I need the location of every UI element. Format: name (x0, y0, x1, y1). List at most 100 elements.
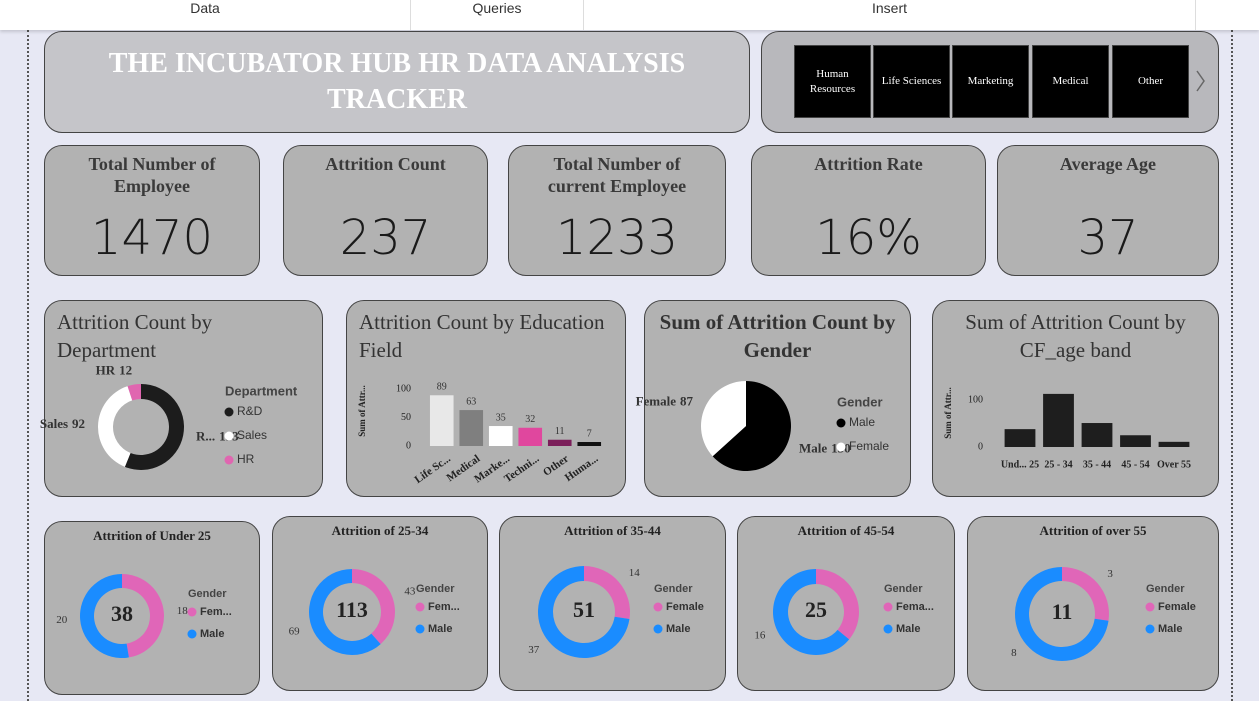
y-tick-label: 100 (396, 383, 411, 394)
data-label-name: R... (196, 429, 215, 444)
legend-label: Male (666, 623, 690, 635)
legend-marker (1145, 624, 1155, 634)
chart-title: Attrition of 25-34 (331, 523, 429, 538)
bar (1043, 393, 1074, 447)
y-axis-label: Sum of Attr... (357, 385, 367, 436)
slice (127, 384, 141, 401)
chart-card: Attrition of 45-54 16 25 Gender Fema... Male (737, 516, 955, 691)
bar (1081, 423, 1113, 447)
slice (98, 386, 133, 467)
kpi-value: 16% (815, 210, 922, 266)
legend-label: Male (428, 623, 452, 635)
kpi-value: 37 (1077, 210, 1139, 266)
x-tick-label: Over 55 (1157, 459, 1191, 470)
bar (459, 410, 484, 446)
menu-bar: Data Queries Insert (0, 0, 1259, 30)
chart: 43 69 113 Gender Fem... Male (289, 569, 460, 655)
chart-title: Attrition Count by Education Field (359, 310, 605, 362)
legend-label: Female (666, 601, 704, 613)
bar (577, 442, 602, 446)
slicer-button[interactable]: Other (1112, 45, 1189, 118)
kpi-label: Total Number of Employee (88, 154, 216, 196)
donut-total: 11 (1052, 599, 1073, 624)
chart: 16 25 Gender Fema... Male (754, 569, 934, 655)
x-tick-label: 25 - 34 (1044, 459, 1072, 470)
bar (547, 439, 572, 446)
bar (488, 426, 513, 446)
chart-card: Attrition of 25-34 43 69 113 Gender Fem... Mal… (272, 516, 488, 691)
bar (1120, 435, 1151, 447)
legend-label: Fem... (428, 601, 460, 613)
slicer-button[interactable]: Human Resources (794, 45, 871, 118)
chart-title: Attrition Count by Department (57, 310, 213, 362)
slice (701, 381, 746, 457)
x-tick-label: 45 - 54 (1121, 459, 1149, 470)
menu-tab (1195, 0, 1259, 30)
legend-marker (187, 607, 197, 617)
slice (124, 384, 184, 470)
legend-title: Gender (416, 583, 455, 595)
data-label-name: Female (636, 393, 677, 408)
y-tick-label: 100 (968, 394, 983, 405)
x-tick-label: 35 - 44 (1083, 459, 1111, 470)
slice (122, 574, 164, 658)
legend-label: R&D (237, 404, 263, 418)
slicer-button[interactable]: Marketing (952, 45, 1029, 118)
data-label: 16 (754, 629, 766, 641)
chart-title: Sum of Attrition Count by Gender (659, 310, 896, 362)
legend-title: Gender (188, 588, 227, 600)
data-label: 89 (437, 382, 447, 393)
kpi-value: 1233 (555, 210, 679, 266)
slicer-button[interactable]: Life Sciences (873, 45, 950, 118)
legend-label: Male (896, 623, 920, 635)
data-label: 35 (496, 412, 506, 423)
kpi-card: Total Number of Employee 1470 (44, 145, 260, 276)
slice (309, 569, 381, 655)
data-label-name: Male (799, 441, 827, 456)
chart-title: Attrition of 45-54 (797, 523, 895, 538)
data-label-value: 92 (72, 416, 85, 431)
kpi-card: Attrition Rate 16% (751, 145, 986, 276)
chart: 3 8 11 Gender Female Male (1011, 567, 1196, 661)
page-border (27, 30, 29, 701)
kpi-label: Average Age (1059, 154, 1157, 174)
slice (1015, 567, 1109, 661)
donut-total: 38 (111, 601, 133, 626)
legend-title: Gender (1146, 583, 1185, 595)
legend-marker (224, 431, 234, 441)
legend-marker (653, 602, 663, 612)
menu-tab[interactable]: Queries (410, 0, 583, 30)
legend-marker (883, 602, 893, 612)
data-label-value: 87 (680, 393, 694, 408)
slice (538, 566, 630, 658)
donut-total: 25 (805, 597, 827, 622)
slice (352, 569, 395, 645)
slicer-button[interactable]: Medical (1032, 45, 1109, 118)
scroll-arrow[interactable] (1192, 67, 1212, 97)
chart-title: Sum of Attrition Count by CF_age band (965, 310, 1186, 362)
legend-label: Sales (237, 428, 267, 442)
data-label: 7 (587, 428, 592, 439)
kpi-card: Attrition Count 237 (283, 145, 488, 276)
legend-title: Gender (884, 583, 923, 595)
bar (1004, 429, 1036, 447)
slicer-card: Human Resources Life Sciences Marketing Med… (761, 31, 1219, 133)
data-label: HR 12 (96, 363, 132, 378)
donut-total: 51 (573, 597, 595, 622)
data-label-name: HR (96, 363, 116, 378)
bar (518, 427, 543, 446)
chart-title: Attrition of over 55 (1039, 523, 1147, 538)
page-border (1231, 30, 1233, 701)
data-label: 18 (177, 605, 189, 617)
slice (816, 569, 859, 640)
legend-label: Male (849, 415, 875, 429)
menu-tab[interactable]: Data (190, 0, 220, 16)
chart: Male150Female87GenderMaleFemale (636, 381, 889, 471)
legend-title: Department (225, 383, 298, 398)
x-tick-label: Life Sc... (412, 453, 453, 486)
menu-tab[interactable]: Insert (583, 0, 1195, 30)
chart: 14 37 51 Gender Female Male (528, 566, 704, 658)
legend-label: Female (849, 439, 889, 453)
